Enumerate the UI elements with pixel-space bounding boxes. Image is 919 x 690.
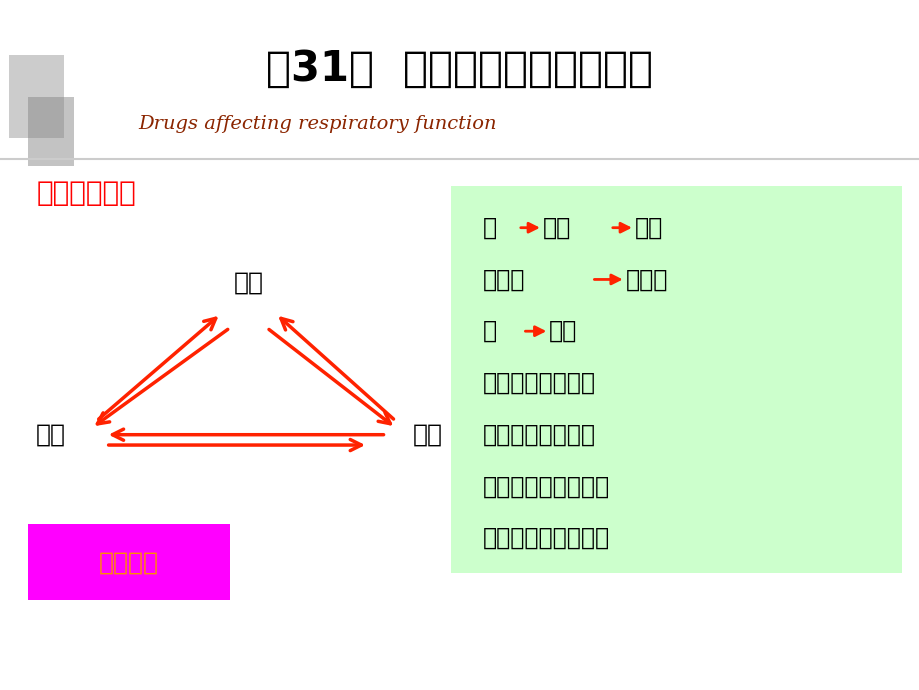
Text: 呼吸衰竭: 呼吸衰竭 — [98, 551, 159, 574]
Text: 可引发支气管哮喘。: 可引发支气管哮喘。 — [482, 526, 609, 550]
Text: 喘息: 喘息 — [36, 423, 65, 446]
Text: Drugs affecting respiratory function: Drugs affecting respiratory function — [138, 115, 496, 133]
FancyBboxPatch shape — [28, 97, 74, 166]
Text: 呼吸道: 呼吸道 — [482, 268, 525, 291]
FancyBboxPatch shape — [28, 524, 230, 600]
Text: 咳嗽: 咳嗽 — [542, 216, 571, 239]
Text: 咳嗽及支气管痉挛，: 咳嗽及支气管痉挛， — [482, 475, 609, 498]
Text: 易发生继发感染。: 易发生继发感染。 — [482, 371, 596, 395]
Text: 喘。: 喘。 — [549, 319, 577, 343]
Text: 痰: 痰 — [482, 216, 496, 239]
Text: 阻塞: 阻塞 — [634, 216, 663, 239]
FancyBboxPatch shape — [9, 55, 64, 138]
Text: 难: 难 — [482, 319, 496, 343]
Text: 【共同症状】: 【共同症状】 — [37, 179, 136, 207]
Text: 呼吸困: 呼吸困 — [625, 268, 667, 291]
Text: 使痰液更多，加重: 使痰液更多，加重 — [482, 423, 596, 446]
Text: 咳嗽: 咳嗽 — [233, 271, 263, 295]
Text: 第31章  作用于呼吸系统的药物: 第31章 作用于呼吸系统的药物 — [267, 48, 652, 90]
FancyBboxPatch shape — [450, 186, 901, 573]
Text: 咳痰: 咳痰 — [413, 423, 442, 446]
